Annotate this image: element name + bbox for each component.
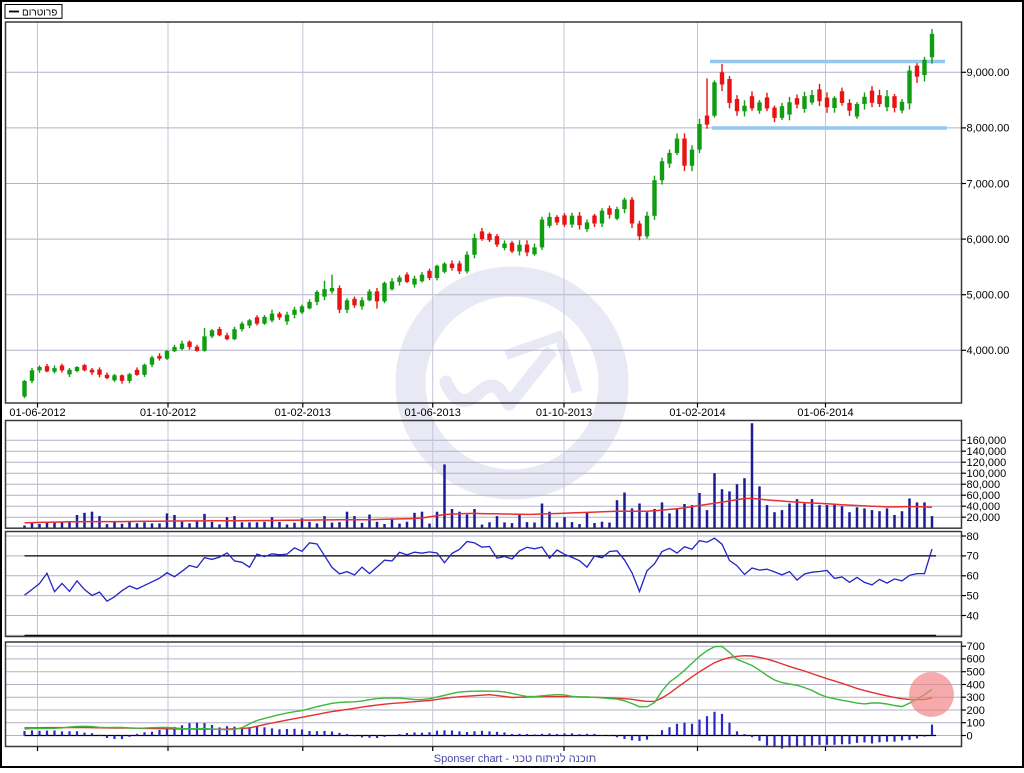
svg-text:5,000.00: 5,000.00 (967, 290, 1010, 302)
svg-text:01-06-2013: 01-06-2013 (405, 407, 461, 419)
svg-text:9,000.00: 9,000.00 (967, 67, 1010, 79)
svg-text:8,000.00: 8,000.00 (967, 123, 1010, 135)
svg-text:400: 400 (967, 679, 985, 691)
svg-text:01-10-2012: 01-10-2012 (140, 407, 196, 419)
svg-text:01-02-2013: 01-02-2013 (275, 407, 331, 419)
svg-text:120,000: 120,000 (967, 457, 1007, 469)
svg-text:0: 0 (967, 730, 973, 742)
svg-text:4,000.00: 4,000.00 (967, 345, 1010, 357)
svg-text:60: 60 (967, 571, 979, 583)
svg-text:500: 500 (967, 667, 985, 679)
svg-text:100,000: 100,000 (967, 468, 1007, 480)
svg-text:40: 40 (967, 610, 979, 622)
svg-text:160,000: 160,000 (967, 435, 1007, 447)
svg-text:80: 80 (967, 531, 979, 543)
svg-text:פרוטרום: פרוטרום (22, 7, 57, 18)
svg-text:01-06-2012: 01-06-2012 (9, 407, 65, 419)
svg-text:600: 600 (967, 654, 985, 666)
svg-text:50: 50 (967, 590, 979, 602)
svg-text:40,000: 40,000 (967, 501, 1001, 513)
svg-text:100: 100 (967, 718, 985, 730)
svg-text:70: 70 (967, 551, 979, 563)
svg-text:200: 200 (967, 705, 985, 717)
svg-text:300: 300 (967, 692, 985, 704)
svg-text:7,000.00: 7,000.00 (967, 178, 1010, 190)
svg-text:80,000: 80,000 (967, 479, 1001, 491)
svg-text:01-06-2014: 01-06-2014 (797, 407, 853, 419)
svg-text:60,000: 60,000 (967, 490, 1001, 502)
svg-text:01-02-2014: 01-02-2014 (669, 407, 725, 419)
svg-text:140,000: 140,000 (967, 446, 1007, 458)
svg-text:6,000.00: 6,000.00 (967, 234, 1010, 246)
svg-text:01-10-2013: 01-10-2013 (536, 407, 592, 419)
svg-text:700: 700 (967, 641, 985, 653)
svg-text:20,000: 20,000 (967, 512, 1001, 524)
svg-text:Sponser chart - תוכנה לניתוח ט: Sponser chart - תוכנה לניתוח טכני (434, 752, 596, 765)
